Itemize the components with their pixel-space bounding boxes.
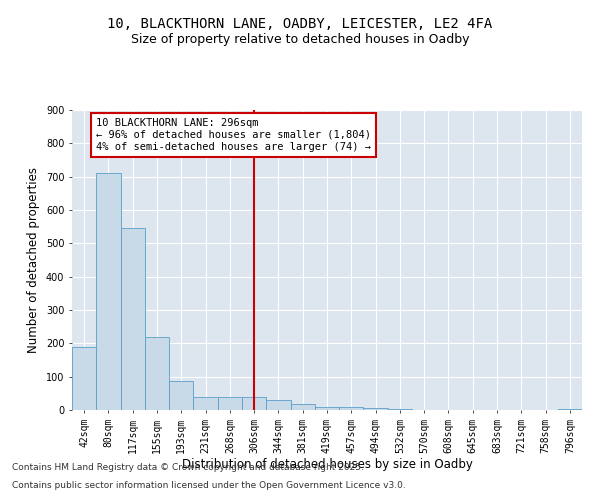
Y-axis label: Number of detached properties: Number of detached properties [28,167,40,353]
Bar [266,400,290,410]
Bar [121,228,145,410]
Bar [558,409,582,410]
Bar [145,336,169,410]
Bar [96,174,121,410]
Bar [290,404,315,410]
Text: 10, BLACKTHORN LANE, OADBY, LEICESTER, LE2 4FA: 10, BLACKTHORN LANE, OADBY, LEICESTER, L… [107,18,493,32]
X-axis label: Distribution of detached houses by size in Oadby: Distribution of detached houses by size … [182,458,472,471]
Text: Contains HM Land Registry data © Crown copyright and database right 2025.: Contains HM Land Registry data © Crown c… [12,464,364,472]
Bar [169,380,193,410]
Bar [315,406,339,410]
Bar [72,346,96,410]
Text: Size of property relative to detached houses in Oadby: Size of property relative to detached ho… [131,32,469,46]
Bar [339,408,364,410]
Text: 10 BLACKTHORN LANE: 296sqm
← 96% of detached houses are smaller (1,804)
4% of se: 10 BLACKTHORN LANE: 296sqm ← 96% of deta… [96,118,371,152]
Bar [388,409,412,410]
Bar [364,408,388,410]
Bar [242,396,266,410]
Bar [218,398,242,410]
Bar [193,396,218,410]
Text: Contains public sector information licensed under the Open Government Licence v3: Contains public sector information licen… [12,481,406,490]
